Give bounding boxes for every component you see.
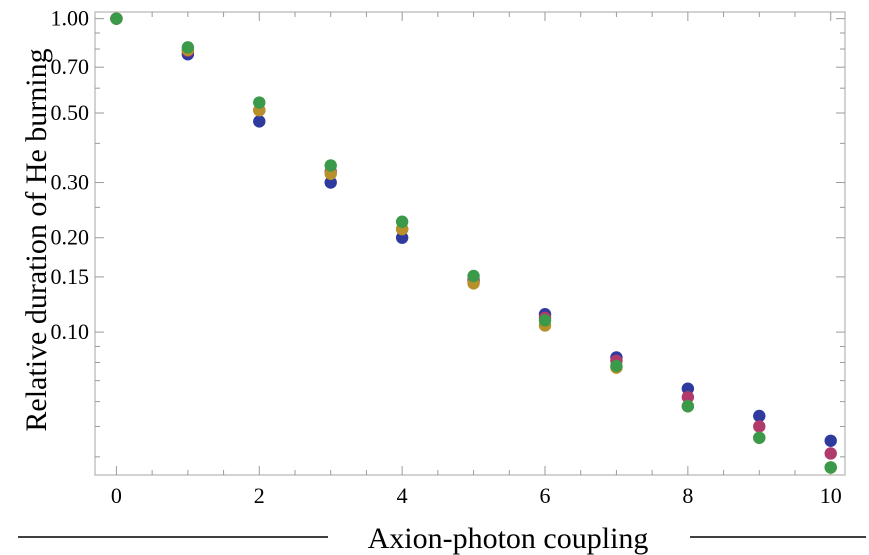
data-point-series-2 [681, 390, 695, 404]
axis-ticks [95, 12, 845, 475]
y-tick-label: 1.00 [51, 6, 90, 31]
data-point-series-1 [824, 434, 837, 447]
data-point-series-1 [395, 231, 409, 244]
y-tick-label: 0.20 [51, 225, 90, 250]
data-point-series-4 [824, 461, 837, 474]
y-tick-label: 0.10 [51, 319, 90, 344]
x-axis-title: Axion-photon coupling [368, 522, 649, 555]
data-point-series-4 [681, 400, 695, 413]
y-tick-label: 0.50 [51, 100, 90, 125]
data-point-series-4 [610, 359, 623, 373]
x-tick-label: 0 [111, 483, 122, 508]
data-point-series-1 [681, 382, 695, 395]
data-point-series-4 [324, 159, 337, 172]
x-tick-label: 2 [254, 483, 265, 508]
data-point-series-4 [467, 269, 480, 283]
y-tick-label: 0.70 [51, 54, 90, 79]
data-point-series-4 [181, 41, 195, 54]
data-point-series-4 [753, 431, 766, 444]
x-tick-label: 8 [682, 483, 693, 508]
plot-frame [94, 11, 846, 476]
y-tick-label: 0.15 [51, 264, 90, 289]
y-tick-labels: 1.00 0.70 0.50 0.30 0.20 0.15 0.10 [51, 6, 90, 344]
data-point-series-2 [753, 420, 766, 433]
data-point-series-1 [324, 176, 337, 189]
data-point-series-4 [395, 215, 409, 228]
x-tick-label: 10 [820, 483, 842, 508]
x-tick-label: 4 [397, 483, 408, 508]
x-tick-labels: 0 2 4 6 8 10 [111, 483, 842, 508]
y-axis-title: Relative duration of He burning [20, 48, 53, 431]
data-points [110, 12, 837, 474]
data-point-series-4 [253, 96, 266, 109]
data-point-series-1 [753, 409, 766, 423]
data-point-series-1 [253, 115, 266, 128]
data-point-series-2 [824, 447, 837, 460]
x-tick-label: 6 [540, 483, 551, 508]
data-point-series-4 [538, 314, 552, 327]
y-tick-label: 0.30 [51, 170, 90, 195]
data-point-series-4 [110, 12, 123, 25]
